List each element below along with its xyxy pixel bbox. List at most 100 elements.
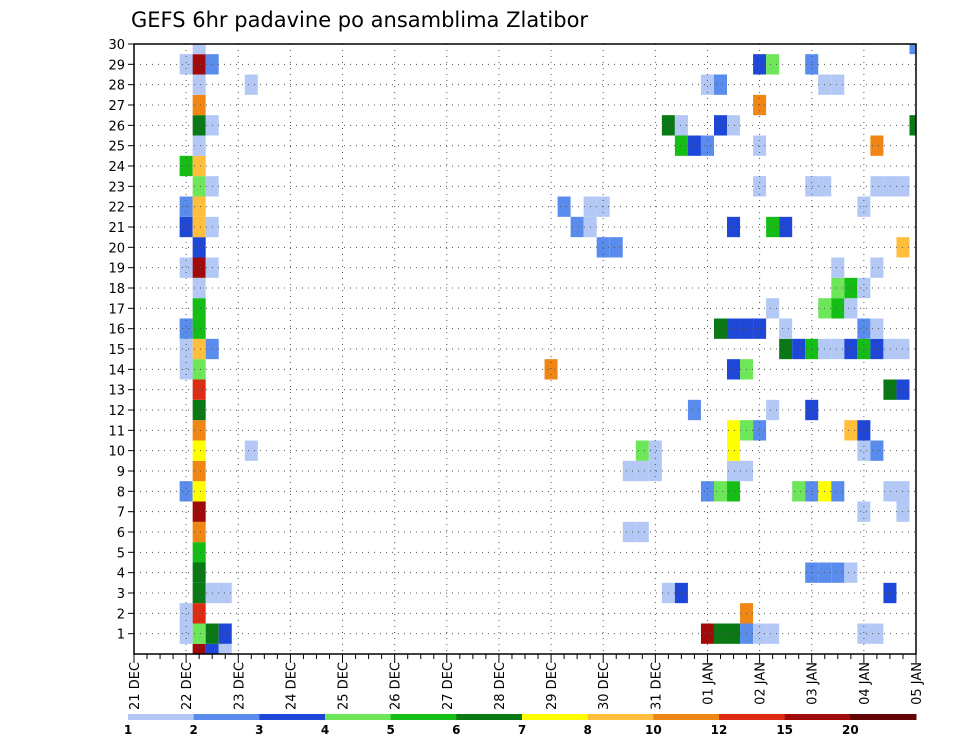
heatmap-cell <box>857 318 871 339</box>
heatmap-cell <box>179 623 193 644</box>
heatmap-cell <box>753 176 767 197</box>
heatmap-cell <box>870 338 884 360</box>
heatmap-cell <box>192 501 206 522</box>
heatmap-cell <box>192 359 206 380</box>
heatmap-cell <box>687 135 701 156</box>
heatmap-cell <box>179 257 193 278</box>
legend-label: 15 <box>776 723 793 737</box>
heatmap-cell <box>192 257 206 278</box>
y-tick-label: 9 <box>117 465 125 480</box>
y-tick-label: 24 <box>108 160 125 175</box>
heatmap-cell <box>192 44 206 55</box>
heatmap-cell <box>831 562 845 583</box>
heatmap-cell <box>648 440 662 461</box>
legend-swatch <box>522 714 589 720</box>
heatmap-cell <box>687 399 701 421</box>
y-tick-label: 6 <box>117 526 125 541</box>
heatmap-cell <box>870 176 884 197</box>
heatmap-cell <box>713 74 728 95</box>
heatmap-cell <box>557 196 571 217</box>
heatmap-cell <box>192 155 206 177</box>
heatmap-cell <box>192 338 206 360</box>
heatmap-cell <box>831 74 845 95</box>
heatmap-cell <box>909 44 916 55</box>
heatmap-cell <box>192 643 206 654</box>
heatmap-cell <box>844 562 858 583</box>
heatmap-cell <box>857 420 871 441</box>
heatmap-cell <box>192 542 206 563</box>
heatmap-cell <box>192 74 206 95</box>
x-tick-label: 30 DEC <box>597 662 612 710</box>
x-tick-label: 31 DEC <box>649 662 664 710</box>
heatmap-cell <box>192 623 206 644</box>
heatmap-cell <box>831 481 845 502</box>
legend-label: 5 <box>386 723 394 737</box>
heatmap-cell <box>192 277 206 299</box>
heatmap-cell <box>792 481 806 502</box>
legend-swatch <box>193 714 260 720</box>
heatmap-cell <box>727 440 741 461</box>
heatmap-cell <box>870 135 884 156</box>
heatmap-cell <box>544 359 558 380</box>
heatmap-cell <box>766 399 780 421</box>
legend-swatch <box>325 714 392 720</box>
heatmap-cell <box>192 460 206 482</box>
x-tick-label: 29 DEC <box>545 662 560 710</box>
heatmap-cell <box>857 338 871 360</box>
heatmap-cell <box>727 318 741 339</box>
heatmap-cell <box>244 74 258 95</box>
y-axis-ticks: 1234567891011121314151617181920212223242… <box>108 38 134 643</box>
y-tick-label: 18 <box>108 282 125 297</box>
heatmap-cell <box>844 420 858 441</box>
y-tick-label: 21 <box>108 221 125 236</box>
heatmap-cell <box>779 318 793 339</box>
y-tick-label: 26 <box>108 119 125 134</box>
legend-label: 12 <box>711 723 728 737</box>
x-tick-label: 24 DEC <box>284 662 299 710</box>
y-tick-label: 10 <box>108 445 125 460</box>
heatmap-cell <box>609 237 623 258</box>
heatmap-cell <box>844 298 858 319</box>
heatmap-cell <box>766 623 780 644</box>
heatmap-cell <box>635 521 649 543</box>
x-tick-label: 05 JAN <box>910 662 925 705</box>
heatmap-cell <box>727 216 741 238</box>
x-tick-label: 01 JAN <box>701 662 716 705</box>
y-tick-label: 16 <box>108 323 125 338</box>
heatmap-cell <box>192 115 206 136</box>
y-tick-label: 19 <box>108 262 125 277</box>
heatmap-cell <box>870 257 884 278</box>
heatmap-cell <box>635 460 649 482</box>
heatmap-cell <box>218 582 232 604</box>
heatmap-cell <box>883 379 897 400</box>
heatmap-cell <box>753 54 767 75</box>
heatmap-cell <box>192 135 206 156</box>
heatmap-cell <box>674 582 688 604</box>
legend-label: 10 <box>645 723 662 737</box>
x-tick-label: 22 DEC <box>180 662 195 710</box>
heatmap-cell <box>883 481 897 502</box>
heatmap-cell <box>700 623 714 644</box>
heatmap-cell <box>831 338 845 360</box>
y-tick-label: 4 <box>117 567 125 582</box>
y-tick-label: 29 <box>108 58 125 73</box>
heatmap-cell <box>713 481 728 502</box>
heatmap-cell <box>831 298 845 319</box>
legend-swatch <box>850 714 917 720</box>
heatmap-cell <box>753 318 767 339</box>
legend-swatch <box>456 714 523 720</box>
heatmap-cell <box>596 237 610 258</box>
heatmap-cell <box>179 603 193 624</box>
y-tick-label: 1 <box>117 628 125 643</box>
heatmap-cell <box>192 196 206 217</box>
heatmap-cell <box>779 338 793 360</box>
heatmap-cell <box>218 643 232 654</box>
heatmap-cell <box>857 623 871 644</box>
heatmap-cell <box>766 216 780 238</box>
x-tick-label: 03 JAN <box>806 662 821 705</box>
legend-label: 6 <box>452 723 460 737</box>
heatmap-cell <box>844 338 858 360</box>
legend-label: 7 <box>518 723 526 737</box>
heatmap-cell <box>870 623 884 644</box>
